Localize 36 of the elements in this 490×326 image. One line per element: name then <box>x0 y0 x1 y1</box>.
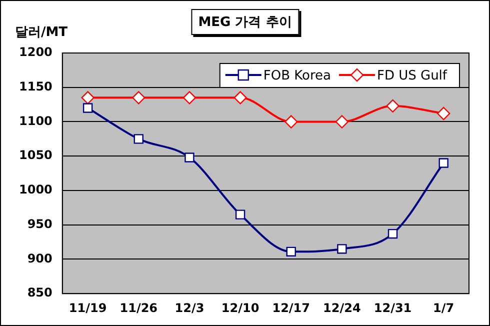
point <box>182 91 196 104</box>
point <box>134 134 144 144</box>
point <box>337 244 347 254</box>
x-tick-label: 11/26 <box>120 300 158 315</box>
x-tick-label: 12/10 <box>221 300 260 315</box>
point <box>234 91 247 104</box>
y-tick-label: 1100 <box>18 114 52 128</box>
point <box>436 106 450 120</box>
x-tick-label: 12/31 <box>374 300 412 315</box>
x-tick-label: 12/24 <box>323 300 361 315</box>
point <box>284 115 298 128</box>
x-tick-label: 11/19 <box>68 300 107 315</box>
y-tick-label: 1150 <box>18 79 52 94</box>
point <box>386 99 400 113</box>
point <box>81 91 94 104</box>
point <box>335 115 349 128</box>
chart-title: MEG 가격 추이 <box>191 9 299 35</box>
y-tick-label: 950 <box>27 216 52 231</box>
y-tick-label: 1000 <box>18 182 52 197</box>
point <box>184 152 194 162</box>
y-axis-title: 달러/MT <box>15 24 68 41</box>
x-tick-label: 12/17 <box>272 300 310 315</box>
y-tick-label: 1200 <box>18 45 52 60</box>
legend-label: FD US Gulf <box>376 68 448 84</box>
point <box>235 210 246 220</box>
point <box>82 103 93 113</box>
legend-label: FOB Korea <box>263 68 331 84</box>
point <box>388 228 398 239</box>
x-tick-label: 12/3 <box>174 300 204 315</box>
y-tick-label: 1050 <box>18 148 52 162</box>
point <box>438 158 448 168</box>
y-tick-label: 850 <box>27 286 52 300</box>
y-tick-label: 900 <box>27 251 52 266</box>
x-tick-label: 1/7 <box>433 300 454 315</box>
point <box>132 91 146 104</box>
point <box>286 246 296 257</box>
